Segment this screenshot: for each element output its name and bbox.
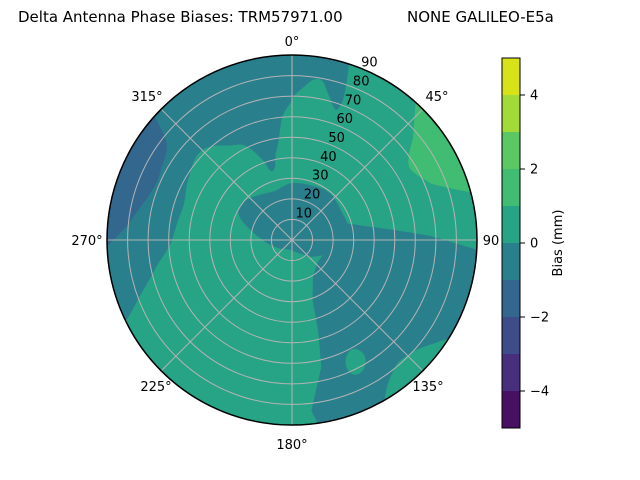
angular-tick-label-45: 45° <box>425 90 448 105</box>
polar-grid <box>107 55 477 425</box>
colorbar-band-4 <box>502 243 520 280</box>
colorbar-band-6 <box>502 169 520 206</box>
angular-tick-label-135: 135° <box>412 380 443 395</box>
angular-grid-spoke-225 <box>160 239 293 372</box>
colorbar-axis-label: Bias (mm) <box>551 210 566 277</box>
angular-grid-spoke-45 <box>291 108 424 241</box>
radial-tick-label-50: 50 <box>328 131 345 146</box>
angular-tick-labels: 0° 45° 90 135° 180° 225° 270° 315° <box>71 35 499 453</box>
angular-tick-label-0: 0° <box>285 35 300 50</box>
colorbar-tick-label-4: 4 <box>530 89 538 104</box>
colorbar-tick-label-neg4: −4 <box>530 385 549 400</box>
angular-grid-spoke-315 <box>160 108 293 241</box>
colorbar-band-5 <box>502 206 520 243</box>
angular-tick-label-315: 315° <box>131 90 162 105</box>
colorbar-band-7 <box>502 132 520 169</box>
polar-outer-rim <box>106 54 478 426</box>
radial-tick-label-90: 90 <box>361 56 378 71</box>
chart-title-left: Delta Antenna Phase Biases: TRM57971.00 <box>18 8 343 26</box>
colorbar-ticks <box>520 94 525 392</box>
contour-band-1-2-northeast-rim-lens <box>408 102 471 193</box>
colorbar-band-9 <box>502 58 520 95</box>
contour-pocket-0-1 <box>345 348 366 375</box>
colorbar-band-1 <box>502 354 520 391</box>
colorbar-band-8 <box>502 95 520 132</box>
chart-title-right: NONE GALILEO-E5a <box>407 8 554 26</box>
angular-tick-label-90: 90 <box>483 234 500 249</box>
radial-tick-label-20: 20 <box>304 188 321 203</box>
colorbar-tick-label-0: 0 <box>530 237 538 252</box>
angular-tick-label-225: 225° <box>140 380 171 395</box>
angular-tick-label-270: 270° <box>71 234 102 249</box>
radial-tick-label-70: 70 <box>345 93 362 108</box>
radial-tick-label-10: 10 <box>296 206 313 221</box>
contour-band-neg2-neg1-west-rim-lens <box>107 116 167 247</box>
angular-grid-spoke-135 <box>291 239 424 372</box>
radial-tick-labels: 10 20 30 40 50 60 70 80 90 <box>296 56 378 222</box>
colorbar-band-2 <box>502 317 520 354</box>
angular-tick-label-180: 180° <box>276 438 307 453</box>
colorbar-band-0 <box>502 391 520 428</box>
radial-tick-label-60: 60 <box>337 112 354 127</box>
radial-tick-label-40: 40 <box>320 150 337 165</box>
radial-tick-label-30: 30 <box>312 169 329 184</box>
colorbar-tick-labels: 4 2 0 −2 −4 <box>530 89 549 400</box>
radial-tick-label-80: 80 <box>353 75 370 90</box>
colorbar-band-3 <box>502 280 520 317</box>
contour-band-neg1-0-northwest-swath <box>107 55 350 322</box>
colorbar-tick-label-neg2: −2 <box>530 311 549 326</box>
colorbar-tick-label-2: 2 <box>530 163 538 178</box>
colorbar: 4 2 0 −2 −4 Bias (mm) <box>501 57 566 429</box>
